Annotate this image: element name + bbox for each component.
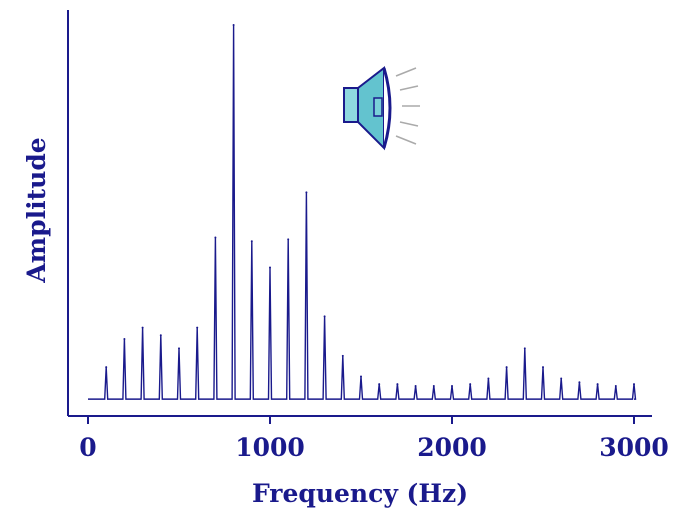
peak-point xyxy=(287,238,290,241)
y-axis-label: Amplitude xyxy=(22,137,51,283)
peak-point xyxy=(269,266,271,269)
peak-point xyxy=(178,347,180,350)
peak-point xyxy=(159,334,162,337)
peak-point xyxy=(123,337,126,340)
peak-point xyxy=(633,383,635,386)
peak-markers xyxy=(105,24,635,387)
peak-point xyxy=(141,326,144,329)
peak-point xyxy=(451,384,453,387)
peak-point xyxy=(578,381,581,384)
x-tick-label: 0 xyxy=(79,433,96,462)
peak-point xyxy=(523,347,526,350)
peak-point xyxy=(505,366,508,369)
peak-point xyxy=(105,366,108,369)
peak-point xyxy=(305,191,308,194)
peak-point xyxy=(614,384,617,387)
peak-point xyxy=(396,383,399,386)
x-tick-label: 3000 xyxy=(599,433,669,462)
x-ticks: 0 1000 2000 3000 xyxy=(79,416,669,462)
peak-point xyxy=(487,377,490,380)
x-axis-label: Frequency (Hz) xyxy=(252,479,468,508)
peak-point xyxy=(360,375,362,378)
peak-point xyxy=(323,315,326,318)
peak-point xyxy=(232,24,235,26)
spectrum-line xyxy=(88,24,637,400)
x-tick-label: 2000 xyxy=(417,433,487,462)
peak-point xyxy=(596,383,599,386)
peak-point xyxy=(250,240,253,243)
peak-point xyxy=(196,326,199,329)
peak-point xyxy=(542,366,544,369)
peak-point xyxy=(214,236,217,239)
x-tick-label: 1000 xyxy=(235,433,305,462)
peak-point xyxy=(560,377,563,380)
peak-point xyxy=(432,384,435,387)
axes xyxy=(67,10,652,417)
peak-point xyxy=(341,354,344,357)
peak-point xyxy=(378,383,381,386)
peak-point xyxy=(414,384,417,387)
peak-point xyxy=(469,383,472,386)
speaker-icon xyxy=(343,65,420,151)
